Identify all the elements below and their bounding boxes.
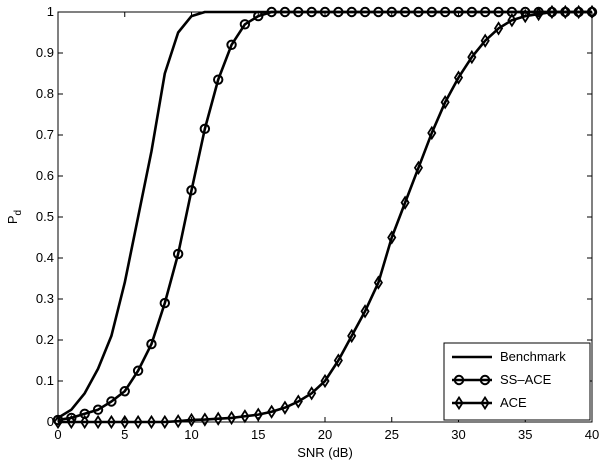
legend-marker [480,395,490,411]
data-point [92,404,104,415]
data-point [199,123,211,135]
data-point [280,400,290,415]
data-point [172,248,184,260]
legend: Benchmark SS–ACE ACE [443,342,591,421]
data-point [226,410,237,426]
y-tick-label: 0.5 [36,209,54,224]
data-point [53,414,63,430]
data-point [159,297,171,309]
legend-label: SS–ACE [500,372,552,387]
data-point [547,4,557,20]
y-tick-label: 0.3 [36,291,54,306]
legend-label: Benchmark [500,349,566,364]
data-point [373,275,383,290]
data-point [467,49,477,65]
x-tick-label: 15 [251,427,265,442]
x-tick-label: 40 [585,427,599,442]
data-point [146,414,157,430]
data-point [347,328,357,344]
x-tick-label: 5 [121,427,128,442]
x-axis-title: SNR (dB) [297,445,353,460]
y-tick-label: 0.1 [36,373,54,388]
y-tick-label: 0.9 [36,45,54,60]
y-tick-label: 0 [47,414,54,429]
y-tick-label: 1 [47,4,54,19]
data-point [387,230,397,245]
x-tick-label: 30 [451,427,465,442]
legend-entry: Benchmark [452,349,566,364]
data-point [427,125,437,141]
data-point [106,396,117,407]
data-point [239,19,251,30]
legend-marker [453,374,465,386]
data-point [480,33,490,48]
data-point [133,414,143,430]
data-point [453,70,464,85]
legend-marker [479,374,491,386]
data-point [160,414,170,430]
svg-text:Pd: Pd [5,210,24,224]
legend-marker [454,395,464,411]
data-point [293,394,303,409]
x-tick-label: 0 [54,427,61,442]
data-point [360,304,370,319]
data-point [146,338,157,350]
y-tick-label: 0.2 [36,332,54,347]
data-point [200,412,210,427]
data-point [186,185,197,196]
x-tick-label: 35 [518,427,532,442]
x-tick-label: 20 [318,427,332,442]
data-point [333,353,343,368]
data-point [507,13,517,28]
legend-label: ACE [500,395,527,410]
data-point [267,404,277,419]
data-point [106,414,116,430]
data-point [213,74,224,85]
data-point [132,365,144,376]
data-point [320,373,330,389]
data-point [413,160,424,175]
data-point [400,195,410,210]
legend-entry: ACE [452,395,527,411]
data-point [66,414,76,430]
data-point [186,412,197,428]
data-point [173,414,183,429]
x-tick-label: 10 [184,427,198,442]
y-axis-title: Pd [5,210,24,224]
data-point [80,414,90,430]
y-tick-label: 0.4 [36,250,54,265]
data-point [213,411,223,426]
y-axis-title-main: P [5,215,20,224]
y-tick-label: 0.6 [36,168,54,183]
data-point [226,39,237,50]
data-point [560,4,570,20]
y-tick-label: 0.8 [36,86,54,101]
y-tick-label: 0.7 [36,127,54,142]
x-tick-label: 25 [385,427,399,442]
y-axis-title-sub: d [13,210,24,216]
data-point [119,386,130,397]
data-point [307,386,317,401]
data-point [574,4,584,20]
data-point [120,414,130,430]
data-point [493,21,504,36]
data-point [440,95,450,110]
data-point [520,8,530,24]
legend-entry: SS–ACE [452,372,552,387]
data-point [93,414,103,430]
